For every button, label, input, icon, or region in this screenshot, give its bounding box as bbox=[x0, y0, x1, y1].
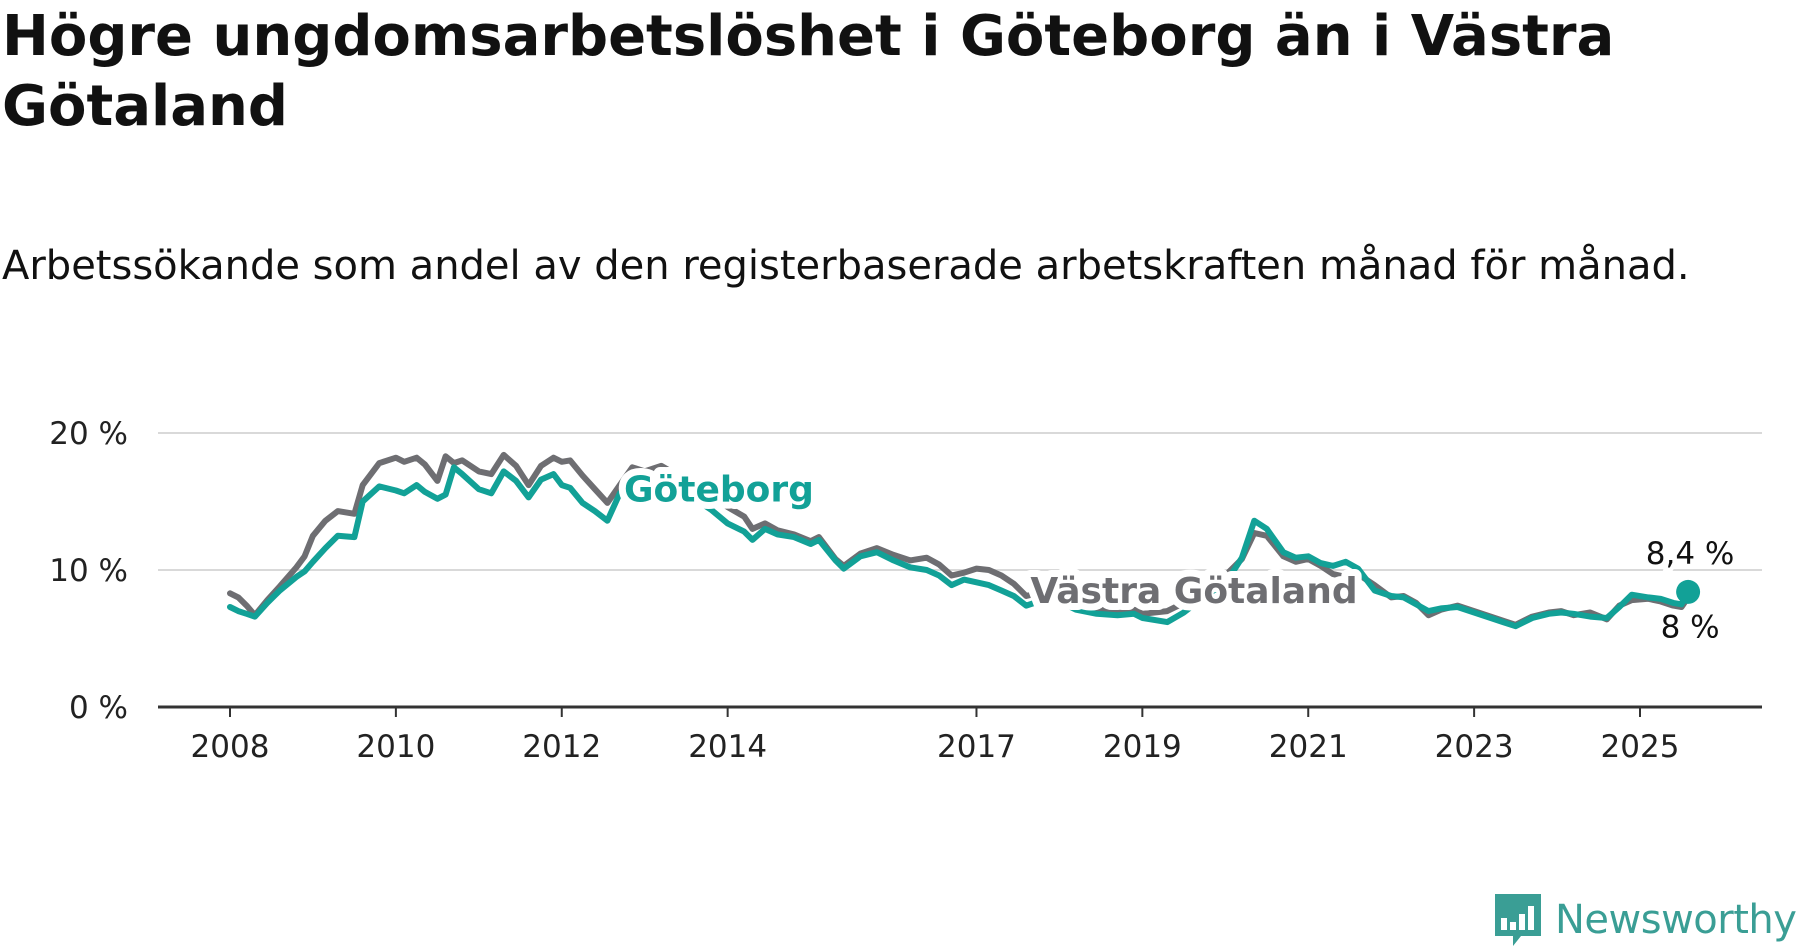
end-labels: 8,4 % 8 % bbox=[1642, 532, 1739, 649]
y-tick-label: 0 % bbox=[69, 690, 128, 726]
x-tick-label: 2023 bbox=[1435, 729, 1514, 765]
chart-title: Högre ungdomsarbetslöshet i Göteborg än … bbox=[2, 4, 1615, 139]
series-labels: Västra Götaland Göteborg bbox=[617, 463, 1365, 619]
x-tick-label: 2010 bbox=[356, 729, 435, 765]
x-tick-label: 2025 bbox=[1601, 729, 1680, 765]
x-tick-label: 2008 bbox=[191, 729, 270, 765]
series-lines bbox=[227, 451, 1692, 630]
series-line-g-teborg bbox=[227, 464, 1692, 630]
gridlines bbox=[158, 432, 1762, 571]
end-dot bbox=[1676, 579, 1701, 604]
x-axis: 2008 2010 2012 2014 2017 2019 2021 2023 2025 bbox=[158, 705, 1762, 765]
x-tick-label: 2019 bbox=[1103, 729, 1182, 765]
bar-chart-icon bbox=[1495, 894, 1541, 946]
y-tick-label: 10 % bbox=[49, 553, 128, 589]
y-tick-label: 20 % bbox=[49, 416, 128, 452]
newsworthy-logo[interactable]: Newsworthy bbox=[1493, 890, 1797, 950]
end-value-label: 8,4 % bbox=[1646, 536, 1735, 572]
brand-name: Newsworthy bbox=[1555, 897, 1797, 943]
y-axis-labels: 0 % 10 % 20 % bbox=[49, 416, 128, 726]
end-value-label: 8 % bbox=[1661, 609, 1720, 645]
series-label: Göteborg bbox=[624, 470, 814, 511]
x-tick-label: 2021 bbox=[1269, 729, 1348, 765]
x-tick-label: 2012 bbox=[522, 729, 601, 765]
chart-subtitle: Arbetssökande som andel av den registerb… bbox=[2, 243, 1690, 289]
x-tick-label: 2014 bbox=[688, 729, 767, 765]
x-tick-label: 2017 bbox=[937, 729, 1016, 765]
series-label: Västra Götaland bbox=[1030, 571, 1357, 612]
